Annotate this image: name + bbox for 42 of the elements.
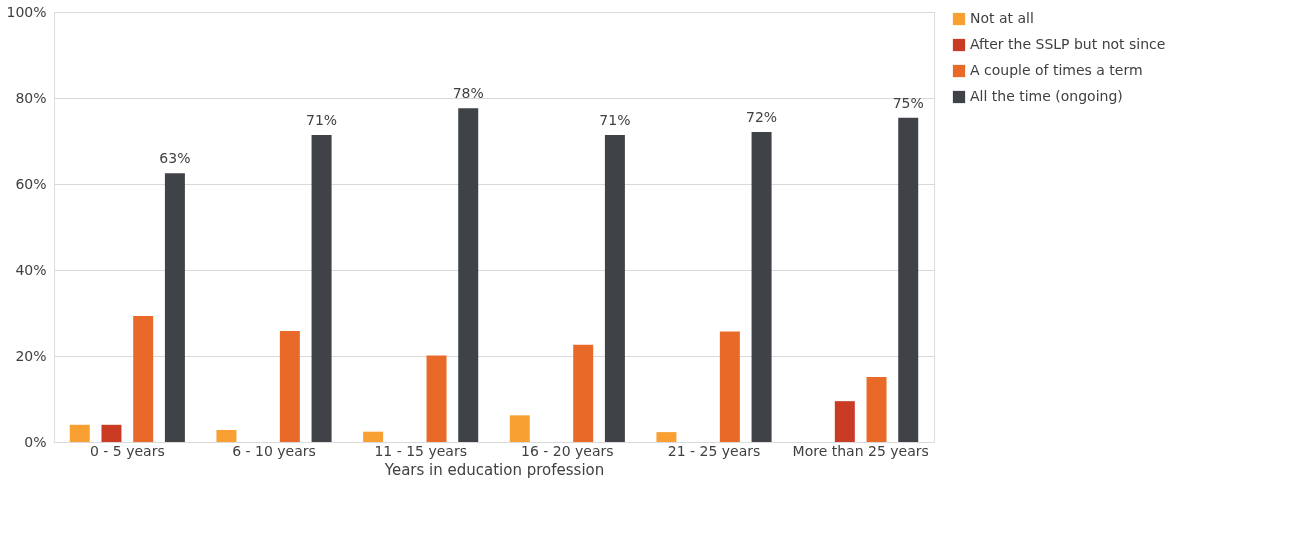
legend-label: Not at all xyxy=(970,10,1034,26)
x-tick-label: 11 - 15 years xyxy=(374,442,467,459)
bar xyxy=(458,108,479,442)
bar xyxy=(164,173,185,442)
bar xyxy=(834,401,855,442)
bar xyxy=(509,415,530,442)
bar xyxy=(311,134,332,442)
bar xyxy=(101,424,122,442)
bar xyxy=(426,355,447,442)
data-label: 71% xyxy=(306,111,338,128)
data-label: 78% xyxy=(452,85,484,102)
x-tick-label: 21 - 25 years xyxy=(667,442,761,459)
bar xyxy=(898,117,919,442)
bar xyxy=(216,429,237,442)
x-axis-title: Years in education profession xyxy=(383,460,605,479)
data-label: 63% xyxy=(159,150,191,167)
data-label: 75% xyxy=(892,94,924,111)
x-tick-label: More than 25 years xyxy=(792,442,929,459)
y-tick-label: 60% xyxy=(15,175,47,192)
bar xyxy=(69,424,90,442)
bar xyxy=(363,431,384,442)
legend-label: All the time (ongoing) xyxy=(970,88,1123,104)
data-label: 71% xyxy=(599,111,631,128)
bar xyxy=(604,134,625,442)
bar xyxy=(656,432,677,442)
x-tick-label: 6 - 10 years xyxy=(232,442,316,459)
bar xyxy=(866,377,887,442)
x-tick-label: 0 - 5 years xyxy=(89,442,165,459)
data-label: 72% xyxy=(746,108,778,125)
legend-label: After the SSLP but not since xyxy=(970,36,1166,52)
y-tick-label: 80% xyxy=(15,89,47,106)
bar xyxy=(719,331,740,442)
bar xyxy=(751,131,772,442)
legend-label: A couple of times a term xyxy=(970,62,1143,78)
bar xyxy=(279,331,300,442)
bar xyxy=(573,344,594,442)
y-tick-label: 0% xyxy=(24,433,47,450)
x-tick-label: 16 - 20 years xyxy=(521,442,614,459)
y-tick-label: 40% xyxy=(15,261,47,278)
bar xyxy=(133,316,154,442)
y-tick-label: 100% xyxy=(6,3,47,20)
y-tick-label: 20% xyxy=(15,347,47,364)
